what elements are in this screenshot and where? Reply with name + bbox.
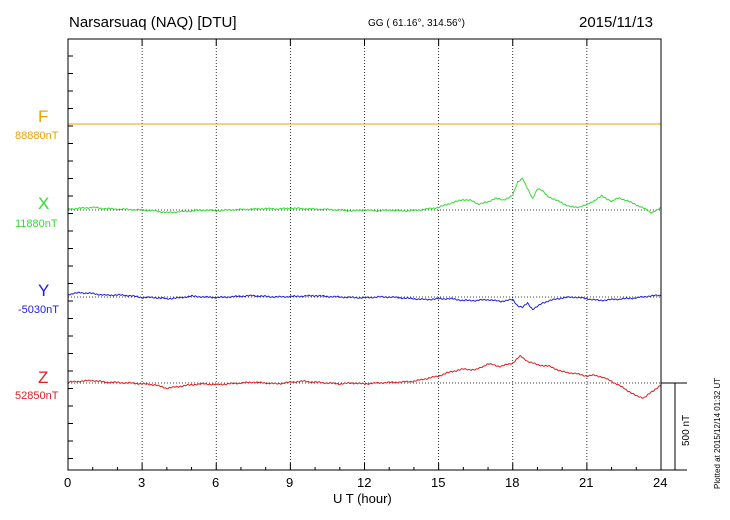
baseline-label-z: 52850nT (15, 390, 59, 402)
x-tick-label: 0 (64, 475, 72, 490)
x-tick-label: 12 (357, 475, 372, 490)
series-traces (67, 123, 662, 399)
baseline-label-y: -5030nT (18, 304, 59, 316)
x-axis-label: U T (hour) (333, 491, 392, 506)
channel-label-x: X (38, 194, 50, 213)
baseline-label-f: 88880nT (15, 130, 59, 142)
x-tick-label: 15 (431, 475, 446, 490)
station-coordinates: GG ( 61.16°, 314.56°) (368, 18, 465, 29)
channel-label-f: F (38, 107, 49, 126)
series-line-z (67, 355, 662, 399)
grid-lines (141, 39, 588, 470)
x-tick-label: 3 (138, 475, 146, 490)
x-tick-label: 6 (212, 475, 220, 490)
x-tick-label: 18 (505, 475, 520, 490)
channel-label-z: Z (38, 368, 49, 387)
channel-label-y: Y (38, 281, 50, 300)
station-title: Narsarsuaq (NAQ) [DTU] (69, 14, 237, 31)
scale-bar-label: 500 nT (681, 414, 692, 446)
x-tick-label: 24 (653, 475, 668, 490)
x-tick-label: 21 (579, 475, 594, 490)
baseline-label-x: 11880nT (15, 218, 58, 230)
plot-date: 2015/11/13 (579, 14, 653, 31)
x-tick-label: 9 (286, 475, 294, 490)
scale-bar (661, 382, 687, 471)
plotted-timestamp: Plotted at 2015/12/14 01:32 UT (713, 377, 722, 489)
series-line-x (67, 177, 662, 215)
axis-ticks (67, 39, 662, 470)
series-line-y (67, 291, 662, 311)
